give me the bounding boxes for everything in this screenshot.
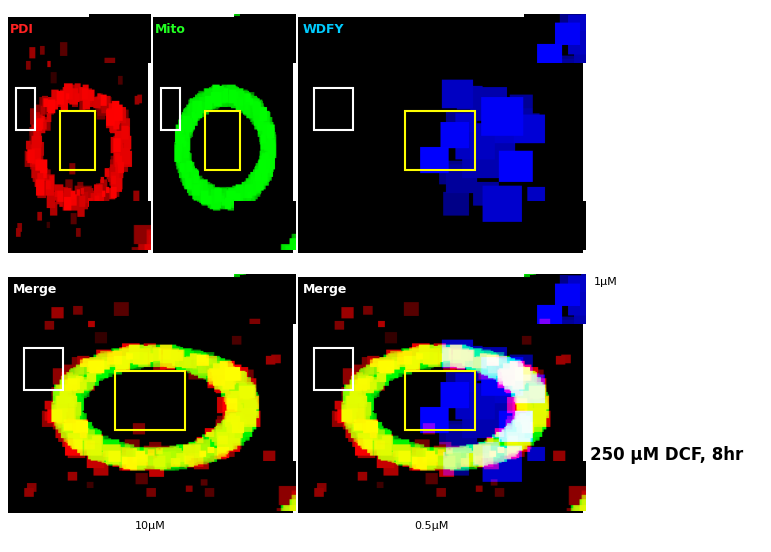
Text: Mito: Mito bbox=[156, 23, 187, 36]
Bar bbox=[160, 88, 180, 130]
Bar bbox=[314, 348, 353, 390]
Text: 10μM: 10μM bbox=[135, 521, 166, 531]
Text: WDFY: WDFY bbox=[303, 23, 345, 36]
Bar bbox=[15, 88, 35, 130]
Text: Merge: Merge bbox=[303, 283, 348, 296]
Bar bbox=[314, 88, 353, 130]
Text: 1μM: 1μM bbox=[594, 277, 618, 286]
Bar bbox=[24, 348, 63, 390]
Bar bbox=[60, 111, 95, 169]
Bar bbox=[405, 371, 475, 430]
Text: 0.5μM: 0.5μM bbox=[415, 521, 449, 531]
Text: PDI: PDI bbox=[10, 23, 34, 36]
Bar bbox=[115, 371, 185, 430]
Text: 250 μM DCF, 8hr: 250 μM DCF, 8hr bbox=[591, 447, 743, 464]
Bar bbox=[205, 111, 240, 169]
Bar bbox=[405, 111, 475, 169]
Text: Merge: Merge bbox=[13, 283, 58, 296]
